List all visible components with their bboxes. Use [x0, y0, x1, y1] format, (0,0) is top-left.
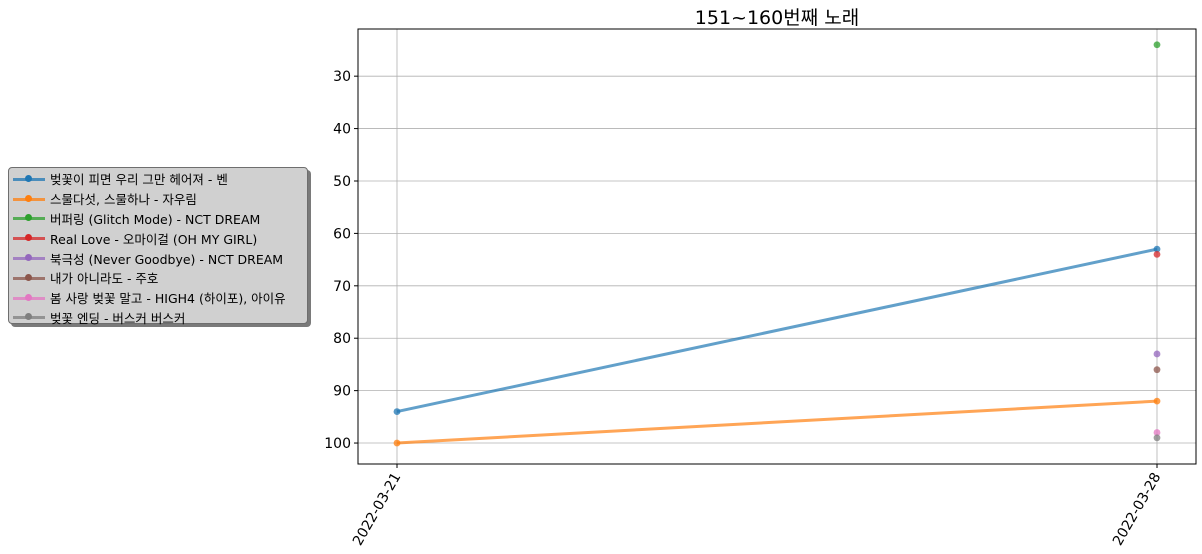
legend-swatch: [12, 272, 46, 284]
series-points: [393, 41, 1161, 447]
legend-label: 스물다섯, 스물하나 - 자우림: [50, 192, 197, 208]
chart-title: 151~160번째 노래: [694, 7, 860, 29]
data-point-series-1: [393, 408, 401, 415]
data-point-series-4: [1153, 250, 1161, 258]
legend-swatch-marker: [25, 174, 32, 182]
y-tick-label: 80: [333, 331, 351, 347]
legend-label: 벚꽃 엔딩 - 버스커 버스커: [50, 310, 186, 326]
y-tick-label: 30: [333, 69, 351, 85]
legend-swatch-marker: [25, 194, 32, 202]
data-point-series-1: [1153, 245, 1161, 253]
data-point-series-5: [1153, 350, 1161, 358]
data-point-series-7: [1153, 429, 1161, 436]
legend-swatch: [12, 193, 46, 205]
series-line-1: [396, 247, 1158, 414]
grid-lines: [358, 29, 1196, 464]
legend-swatch: [12, 212, 46, 224]
y-tick-label: 70: [333, 279, 351, 295]
legend-swatch: [12, 173, 46, 185]
legend-item: 벚꽃이 피면 우리 그만 헤어져 - 벤: [12, 169, 307, 189]
legend-swatch-marker: [25, 214, 32, 222]
legend-swatch-marker: [25, 273, 32, 281]
y-axis: 30 40 50 60 70 80 90 100: [324, 69, 358, 452]
legend-item: 버퍼링 (Glitch Mode) - NCT DREAM: [12, 209, 307, 229]
legend-label: 버퍼링 (Glitch Mode) - NCT DREAM: [50, 211, 261, 227]
data-point-series-6: [1153, 366, 1161, 374]
legend-item: Real Love - 오마이걸 (OH MY GIRL): [12, 228, 307, 248]
y-tick-label: 60: [333, 226, 351, 242]
data-point-series-3: [1153, 41, 1161, 49]
legend-swatch-marker: [25, 234, 32, 242]
legend-item: 북극성 (Never Goodbye) - NCT DREAM: [12, 248, 307, 268]
legend-swatch-marker: [25, 293, 32, 301]
x-axis: 2022-03-21 2022-03-28: [350, 464, 1165, 548]
legend-label: 봄 사랑 벚꽃 말고 - HIGH4 (하이포), 아이유: [50, 291, 286, 307]
legend-label: 벚꽃이 피면 우리 그만 헤어져 - 벤: [50, 172, 228, 188]
plot-frame: [357, 28, 1197, 465]
legend-swatch: [12, 252, 46, 264]
legend-item: 벚꽃 엔딩 - 버스커 버스커: [12, 308, 307, 328]
legend-swatch: [12, 232, 46, 244]
x-tick-label: 2022-03-21: [350, 470, 405, 548]
legend-label: 북극성 (Never Goodbye) - NCT DREAM: [50, 251, 284, 267]
series-line-2: [396, 399, 1158, 445]
y-tick-label: 100: [324, 436, 351, 452]
data-point-series-8: [1153, 434, 1161, 442]
legend-swatch: [12, 311, 46, 323]
legend-swatch-marker: [25, 313, 32, 321]
y-tick-label: 90: [333, 384, 351, 400]
data-point-series-2: [1153, 397, 1161, 405]
data-point-series-2: [393, 439, 401, 447]
x-tick-label: 2022-03-28: [1110, 470, 1165, 548]
y-tick-label: 40: [333, 122, 351, 138]
y-tick-label: 50: [333, 174, 351, 190]
series-lines: [396, 247, 1158, 445]
legend-swatch-marker: [25, 254, 32, 262]
legend-label: 내가 아니라도 - 주호: [50, 271, 159, 287]
legend-label: Real Love - 오마이걸 (OH MY GIRL): [50, 231, 258, 247]
legend-item: 내가 아니라도 - 주호: [12, 268, 307, 288]
legend-item: 스물다섯, 스물하나 - 자우림: [12, 189, 307, 209]
legend-item: 봄 사랑 벚꽃 말고 - HIGH4 (하이포), 아이유: [12, 288, 307, 308]
legend-swatch: [12, 292, 46, 304]
